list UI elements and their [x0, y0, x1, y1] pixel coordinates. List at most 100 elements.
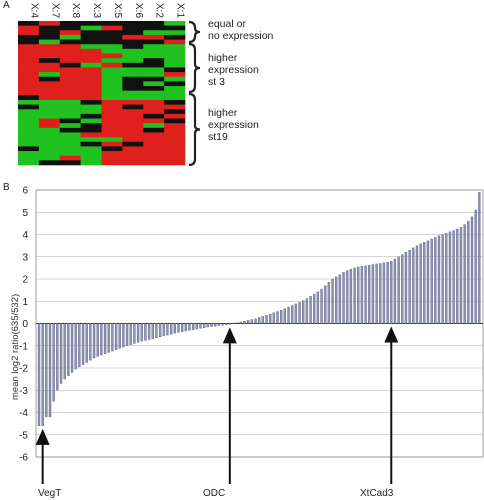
heatmap-cell	[164, 39, 186, 45]
heatmap-cell	[80, 34, 102, 40]
heatmap-cell	[38, 109, 61, 115]
bar	[426, 240, 430, 324]
heatmap-cell	[101, 86, 123, 91]
bar	[78, 323, 81, 368]
heatmap-cell	[122, 44, 144, 50]
bar	[364, 265, 367, 324]
heatmap-cell	[122, 137, 144, 143]
heatmap-cell	[101, 123, 123, 129]
bar	[144, 323, 147, 341]
bar	[48, 323, 52, 418]
heatmap-cell	[59, 39, 81, 45]
heatmap-cell	[59, 21, 81, 26]
heatmap-cell	[38, 44, 61, 50]
y-tick-label: 1	[22, 297, 28, 308]
heatmap-cell	[101, 99, 123, 105]
bar	[371, 264, 375, 324]
bar	[59, 323, 63, 384]
heatmap-cell	[80, 113, 102, 119]
heatmap-cell	[80, 127, 102, 133]
bar	[316, 291, 320, 324]
bar	[125, 323, 129, 346]
bar	[474, 209, 477, 324]
heatmap-cell	[143, 109, 165, 115]
bar	[294, 303, 298, 324]
heatmap-cell	[80, 53, 102, 59]
heatmap-cell	[18, 123, 40, 129]
bar	[280, 309, 283, 324]
heatmap-cell	[143, 123, 165, 129]
bar	[136, 323, 140, 343]
heatmap-cell	[164, 160, 186, 166]
heatmap-cell	[164, 123, 186, 129]
heatmap-cell	[101, 21, 123, 26]
y-tick-label: -6	[19, 453, 28, 464]
heatmap-cell	[101, 137, 123, 143]
bar	[441, 234, 444, 324]
bar	[122, 323, 125, 348]
heatmap-cell	[101, 53, 123, 59]
heatmap-cell	[122, 76, 144, 82]
heatmap-cell	[59, 62, 81, 68]
heatmap-cell	[143, 58, 165, 64]
bar	[283, 308, 287, 324]
heatmap-cell	[143, 39, 165, 45]
heatmap-cell	[143, 81, 165, 87]
heatmap-cell	[101, 58, 123, 64]
bar	[100, 323, 103, 356]
heatmap-cell	[122, 21, 144, 26]
heatmap-cell	[164, 21, 186, 26]
heatmap-cell	[59, 72, 81, 78]
bar	[309, 296, 312, 324]
bar	[346, 270, 349, 324]
bar	[243, 321, 246, 324]
heatmap-cell	[59, 109, 81, 115]
heatmap-cell	[122, 34, 144, 40]
heatmap-cell	[18, 118, 40, 124]
heatmap-cell	[80, 141, 102, 147]
y-tick-label: 4	[22, 230, 28, 241]
bar	[463, 224, 466, 324]
bar	[335, 276, 338, 324]
heatmap-cell	[80, 109, 102, 115]
heatmap-cell	[18, 90, 40, 96]
heatmap-cell	[80, 72, 102, 78]
heatmap-cell	[164, 127, 186, 133]
heatmap-cell	[59, 95, 81, 101]
bar	[459, 227, 463, 324]
bar	[452, 230, 455, 324]
heatmap-cell	[80, 95, 102, 101]
group-brace	[188, 92, 201, 167]
heatmap-cell	[59, 99, 81, 105]
bar	[342, 272, 345, 324]
bar	[74, 323, 77, 370]
heatmap-cell	[38, 155, 61, 161]
bar	[254, 318, 257, 324]
marker-arrow-head	[384, 326, 399, 343]
heatmap-cell	[164, 99, 186, 105]
bar	[327, 282, 331, 324]
heatmap-cell	[101, 95, 123, 101]
bar	[379, 263, 382, 324]
heatmap-cell	[122, 109, 144, 115]
bar	[258, 317, 261, 324]
heatmap-cell	[122, 62, 144, 68]
heatmap-cell	[101, 44, 123, 50]
heatmap-cell	[80, 86, 102, 91]
bar	[169, 323, 173, 335]
bar	[67, 323, 70, 376]
bar	[423, 242, 426, 324]
heatmap-cell	[59, 25, 81, 31]
heatmap-cell	[164, 44, 186, 50]
bar	[173, 323, 176, 334]
heatmap-column-label: X:4	[28, 3, 39, 18]
bar	[199, 323, 202, 329]
bar	[81, 323, 85, 365]
bar	[239, 321, 242, 324]
heatmap-cell	[143, 62, 165, 68]
heatmap-cell	[164, 90, 186, 96]
heatmap-cell	[122, 99, 144, 105]
heatmap-cell	[122, 58, 144, 64]
heatmap-cell	[101, 34, 123, 40]
heatmap-cell	[38, 90, 61, 96]
